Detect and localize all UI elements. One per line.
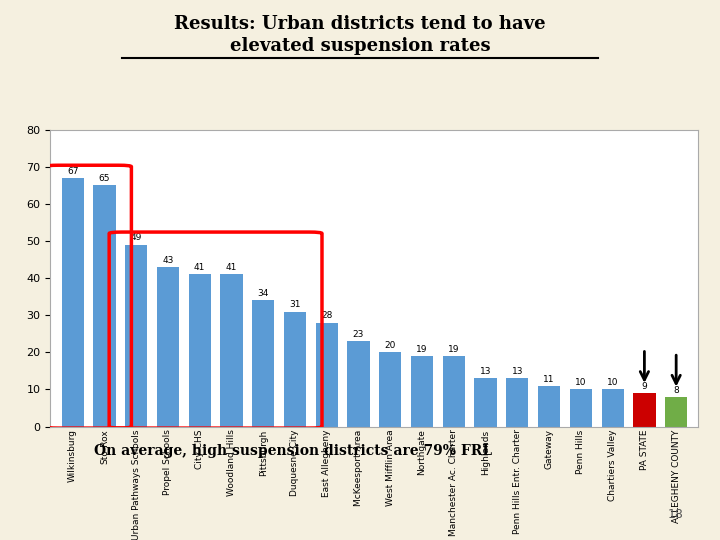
Text: 41: 41 (226, 263, 237, 272)
Bar (220, 274, 243, 427)
Text: 49: 49 (130, 233, 142, 242)
Bar (538, 386, 560, 427)
Bar (634, 393, 655, 427)
Text: 23: 23 (353, 330, 364, 339)
Text: 10: 10 (575, 378, 587, 387)
Bar (570, 389, 592, 427)
Bar (315, 322, 338, 427)
Text: 13: 13 (512, 367, 523, 376)
Text: 18: 18 (668, 508, 684, 521)
Bar (157, 267, 179, 427)
Text: On average, high suspension districts are 79% FRL: On average, high suspension districts ar… (94, 444, 492, 458)
Text: 19: 19 (448, 345, 459, 354)
Text: 34: 34 (258, 289, 269, 298)
Text: 13: 13 (480, 367, 491, 376)
Bar (189, 274, 211, 427)
Bar (94, 185, 115, 427)
Text: 8: 8 (673, 386, 679, 395)
Text: 43: 43 (162, 256, 174, 265)
Bar (443, 356, 465, 427)
Text: 10: 10 (607, 378, 618, 387)
Text: 41: 41 (194, 263, 205, 272)
Bar (411, 356, 433, 427)
Text: 28: 28 (321, 312, 333, 320)
Text: 31: 31 (289, 300, 301, 309)
Bar (125, 245, 148, 427)
Bar (348, 341, 369, 427)
Bar (506, 379, 528, 427)
Bar (252, 300, 274, 427)
Bar (379, 353, 402, 427)
Text: Results: Urban districts tend to have: Results: Urban districts tend to have (174, 15, 546, 33)
Text: 65: 65 (99, 174, 110, 183)
Bar (284, 312, 306, 427)
Text: 67: 67 (67, 167, 78, 176)
Bar (61, 178, 84, 427)
Text: elevated suspension rates: elevated suspension rates (230, 37, 490, 55)
Text: 11: 11 (544, 375, 555, 383)
Bar (474, 379, 497, 427)
Bar (665, 397, 688, 427)
Text: 19: 19 (416, 345, 428, 354)
Bar (601, 389, 624, 427)
Text: 9: 9 (642, 382, 647, 391)
Text: 20: 20 (384, 341, 396, 350)
